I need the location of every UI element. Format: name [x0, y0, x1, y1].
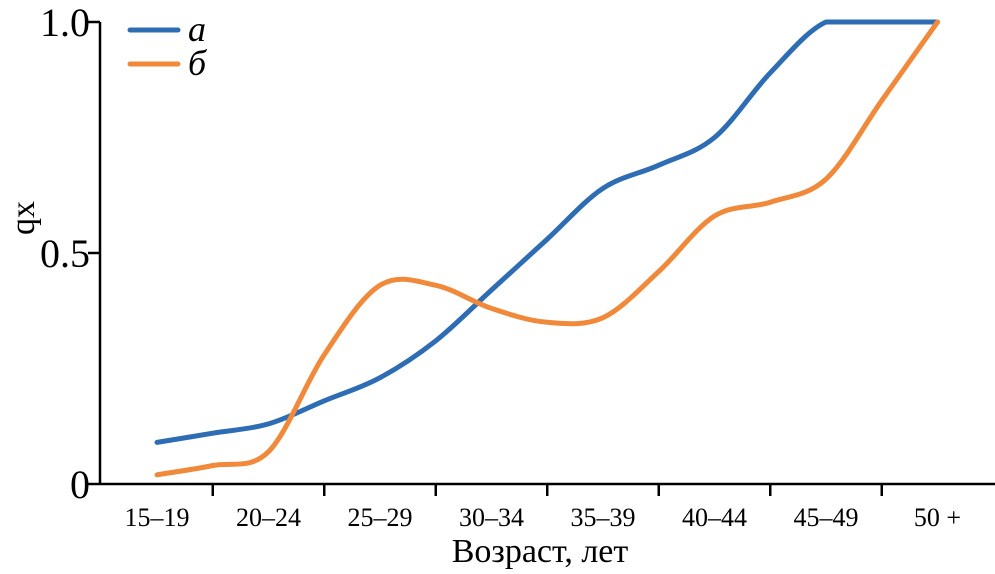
x-tick-label: 40–44: [682, 503, 747, 532]
y-ticks: 0 0.5 1.0: [40, 0, 100, 507]
series-layer: [154, 19, 940, 478]
x-tick-label: 50 +: [914, 503, 961, 532]
x-axis-title: Возраст, лет: [452, 533, 629, 570]
legend: аб: [127, 9, 208, 83]
x-ticks: 15–19 20–24 25–29 30–34 35–39 40–44 45–49 50 +: [125, 484, 961, 532]
x-tick-label: 30–34: [459, 503, 524, 532]
x-tick-label: 20–24: [236, 503, 301, 532]
series-line-b: [154, 19, 940, 478]
x-tick-label: 45–49: [794, 503, 859, 532]
legend-label: б: [188, 43, 208, 83]
x-tick-label: 25–29: [348, 503, 413, 532]
x-tick-label: 35–39: [571, 503, 636, 532]
x-tick-label: 15–19: [125, 503, 190, 532]
series-line-a: [154, 19, 940, 445]
y-axis-title: qx: [5, 201, 42, 235]
y-tick-label: 0.5: [40, 231, 90, 276]
y-tick-label: 1.0: [40, 0, 90, 45]
legend-label: а: [188, 9, 206, 49]
axes: [98, 22, 995, 486]
y-tick-label: 0: [70, 462, 90, 507]
